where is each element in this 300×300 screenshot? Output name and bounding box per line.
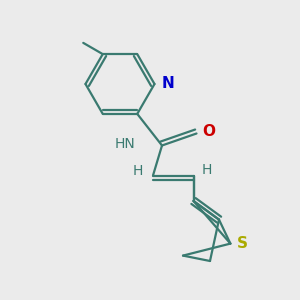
Text: S: S	[237, 236, 248, 251]
Text: HN: HN	[114, 137, 135, 151]
Text: O: O	[202, 124, 215, 140]
Text: N: N	[162, 76, 175, 91]
Text: H: H	[133, 164, 143, 178]
Text: HN: HN	[114, 137, 135, 151]
Text: HN: HN	[114, 137, 135, 151]
Text: H: H	[202, 163, 212, 176]
